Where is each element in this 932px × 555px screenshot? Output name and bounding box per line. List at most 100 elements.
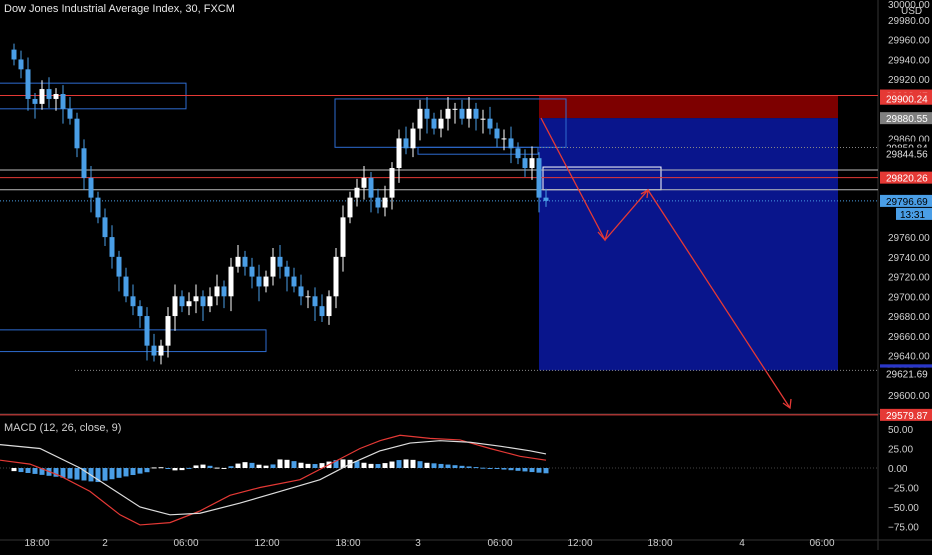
time-tick-label: 18:00 <box>647 538 672 549</box>
price-tick-label: 29940.00 <box>888 55 930 66</box>
macd-histogram-bar <box>319 463 325 468</box>
candle-body <box>116 256 122 277</box>
price-tick-label: 29740.00 <box>888 253 930 264</box>
candle-body <box>270 256 276 277</box>
candle-body <box>452 108 458 110</box>
candle-body <box>473 108 479 119</box>
candle-body <box>46 89 52 99</box>
macd-histogram-bar <box>508 468 514 471</box>
price-tag <box>880 194 932 207</box>
macd-histogram-bar <box>284 459 290 468</box>
macd-histogram-bar <box>74 468 80 480</box>
candle-body <box>228 266 234 297</box>
time-tick-label: 12:00 <box>567 538 592 549</box>
macd-histogram-bar <box>333 460 339 468</box>
macd-histogram-bar <box>312 464 318 468</box>
macd-histogram-bar <box>130 468 136 476</box>
macd-histogram-bar <box>466 466 472 468</box>
candle-body <box>263 276 269 287</box>
macd-histogram-bar <box>151 467 157 469</box>
macd-histogram-bar <box>109 468 115 480</box>
candle-body <box>417 108 423 129</box>
macd-histogram-bar <box>291 461 297 468</box>
macd-histogram-bar <box>452 465 458 468</box>
macd-histogram-bar <box>60 468 66 478</box>
macd-line <box>0 434 547 526</box>
macd-histogram-bar <box>445 464 451 468</box>
macd-histogram-bar <box>32 468 38 474</box>
macd-tick-label: 0.00 <box>888 464 908 475</box>
price-tick-label: 29760.00 <box>888 233 930 244</box>
macd-histogram-bar <box>95 468 101 483</box>
macd-histogram-bar <box>39 468 45 475</box>
macd-histogram-bar <box>438 463 444 468</box>
candle-body <box>424 108 430 119</box>
macd-histogram-bar <box>256 464 262 468</box>
time-tick-label: 18:00 <box>24 538 49 549</box>
candle-body <box>487 118 493 129</box>
candle-body <box>431 118 437 129</box>
candle-body <box>11 49 17 60</box>
zone-box <box>417 146 539 155</box>
macd-histogram-bar <box>186 467 192 469</box>
macd-histogram-bar <box>200 464 206 468</box>
candle-body <box>319 306 325 317</box>
price-tag-label: 29796.69 <box>886 197 928 208</box>
candle-body <box>158 345 164 356</box>
candle-body <box>67 108 73 119</box>
macd-histogram-bar <box>144 468 150 473</box>
candle-body <box>18 59 24 70</box>
macd-histogram-bar <box>417 461 423 468</box>
macd-histogram-bar <box>263 465 269 468</box>
arrow-head <box>597 229 609 242</box>
macd-histogram-bar <box>277 459 283 468</box>
price-tag <box>880 171 932 184</box>
candle-body <box>536 158 542 198</box>
price-tag <box>880 408 932 421</box>
candle-body <box>151 345 157 356</box>
candle-body <box>109 237 115 257</box>
candle-body <box>39 89 45 104</box>
candle-body <box>291 276 297 287</box>
macd-histogram-bar <box>361 462 367 468</box>
price-tick-label: 29640.00 <box>888 352 930 363</box>
candle-body <box>277 256 283 267</box>
zone-box <box>334 98 567 148</box>
price-tick-label: 29920.00 <box>888 75 930 86</box>
macd-histogram-bar <box>116 468 122 478</box>
price-tag <box>880 112 932 125</box>
macd-histogram-bar <box>207 465 213 468</box>
countdown-label: 13:31 <box>900 210 925 221</box>
candle-body <box>130 296 136 307</box>
candle-body <box>382 197 388 208</box>
macd-histogram-bar <box>354 461 360 468</box>
time-tick-label: 4 <box>739 538 745 549</box>
projection-path <box>540 117 791 409</box>
macd-histogram-bar <box>172 468 178 471</box>
macd-histogram-bar <box>102 468 108 481</box>
macd-histogram-bar <box>480 467 486 469</box>
macd-title: MACD (12, 26, close, 9) <box>4 422 122 434</box>
candle-body <box>221 286 227 297</box>
candle-body <box>466 108 472 119</box>
macd-histogram-bar <box>536 468 542 473</box>
macd-histogram-bar <box>228 466 234 468</box>
macd-histogram-bar <box>340 459 346 468</box>
candle-body <box>144 316 150 346</box>
macd-histogram-bar <box>53 468 59 477</box>
candle-body <box>438 118 444 129</box>
time-tick-label: 06:00 <box>809 538 834 549</box>
price-tag-label: 29579.87 <box>886 411 928 422</box>
price-tag-label: 29844.56 <box>886 150 928 161</box>
candle-body <box>95 197 101 218</box>
candle-body <box>354 187 360 198</box>
macd-histogram-bar <box>543 468 549 474</box>
macd-histogram-bar <box>396 460 402 468</box>
time-tick-label: 12:00 <box>254 538 279 549</box>
candle-body <box>494 128 500 139</box>
price-tag-label: 29621.69 <box>886 370 928 381</box>
candle-body <box>305 296 311 298</box>
candle-body <box>515 148 521 159</box>
